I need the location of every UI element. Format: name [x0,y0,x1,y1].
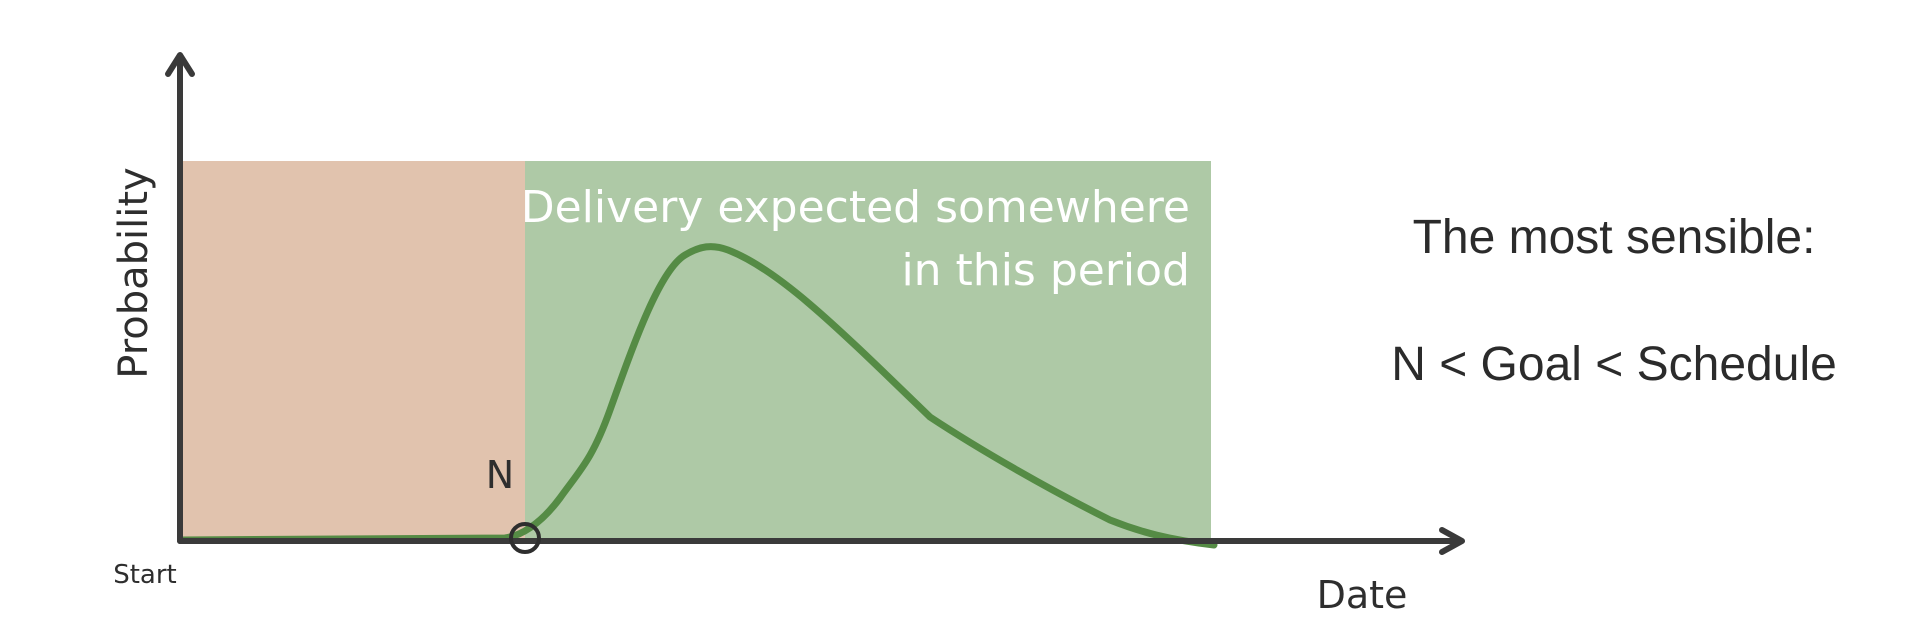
origin-label: Start [113,560,177,590]
delivery-text-line1: Delivery expected somewhere [521,182,1190,233]
delivery-period-region [525,161,1211,541]
side-note-heading: The most sensible: [1413,211,1816,264]
probability-curve [178,243,1218,549]
x-axis-arrowhead [1439,527,1465,555]
x-axis-label: Date [1317,573,1408,617]
delivery-text-line2: in this period [901,245,1190,296]
y-axis-label: Probability [111,167,157,378]
n-marker-circle [509,522,541,554]
n-marker-label: N [486,453,514,497]
pre-n-region [180,161,525,541]
y-axis-arrowhead [165,52,195,77]
side-note-inequality: N < Goal < Schedule [1391,338,1837,391]
